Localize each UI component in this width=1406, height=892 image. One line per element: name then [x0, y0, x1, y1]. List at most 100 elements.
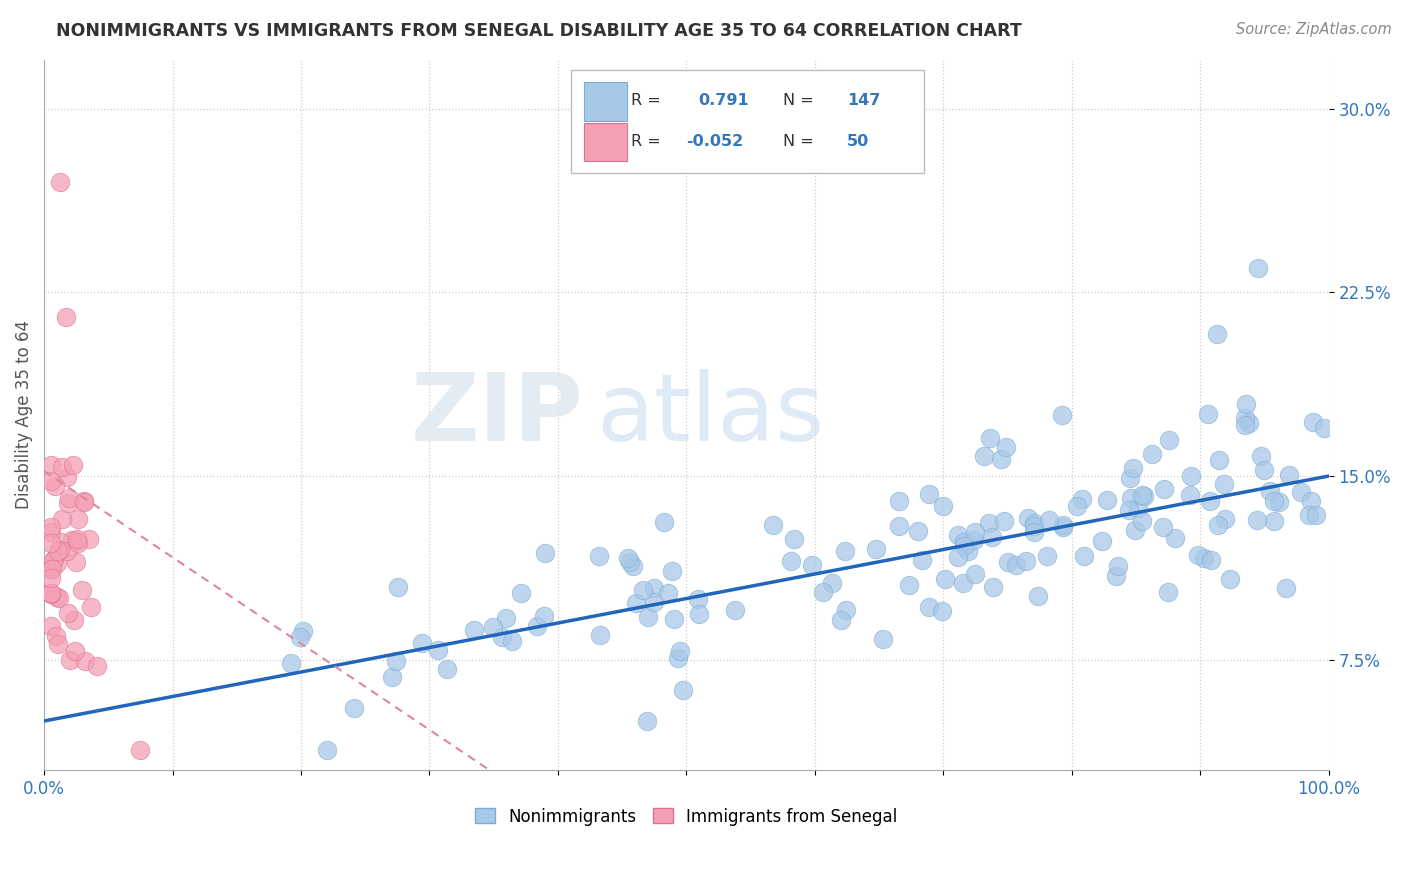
Point — [288, 630, 311, 644]
Point — [931, 499, 953, 513]
Point — [643, 581, 665, 595]
Point — [427, 642, 450, 657]
Point — [75, 654, 97, 668]
Point — [979, 516, 1001, 531]
Point — [534, 546, 557, 560]
Point — [1298, 508, 1320, 522]
Point — [981, 530, 1004, 544]
Text: R =: R = — [631, 93, 661, 108]
Point — [1133, 489, 1156, 503]
Point — [1022, 516, 1045, 530]
Point — [55, 310, 77, 324]
Point — [821, 576, 844, 591]
Point — [657, 586, 679, 600]
FancyBboxPatch shape — [583, 123, 627, 161]
Point — [1268, 495, 1291, 509]
Point — [436, 661, 458, 675]
Point — [70, 582, 93, 597]
Point — [993, 514, 1015, 528]
Point — [65, 555, 87, 569]
Point — [1253, 463, 1275, 477]
Point — [918, 487, 941, 501]
Point — [1015, 553, 1038, 567]
Point — [1017, 510, 1039, 524]
Point — [897, 578, 920, 592]
Point — [381, 670, 404, 684]
Point — [1119, 471, 1142, 485]
Point — [1105, 569, 1128, 583]
Point — [1052, 409, 1074, 423]
Point — [1278, 467, 1301, 482]
Point — [865, 541, 887, 556]
Point — [41, 562, 63, 576]
Point — [495, 611, 517, 625]
Point — [910, 552, 932, 566]
Text: 50: 50 — [846, 134, 869, 149]
Text: atlas: atlas — [596, 368, 825, 461]
Point — [48, 591, 70, 606]
Point — [1130, 514, 1153, 528]
Point — [672, 683, 695, 698]
Point — [637, 609, 659, 624]
Point — [979, 431, 1001, 445]
Point — [65, 534, 87, 549]
Point — [280, 656, 302, 670]
Point — [973, 450, 995, 464]
Point — [385, 654, 408, 668]
Point — [953, 535, 976, 549]
Point — [1187, 548, 1209, 562]
Point — [1199, 493, 1222, 508]
Point — [811, 585, 834, 599]
Point — [60, 533, 83, 547]
Point — [965, 524, 987, 539]
Point — [643, 595, 665, 609]
Point — [956, 543, 979, 558]
Point — [1180, 468, 1202, 483]
FancyBboxPatch shape — [583, 82, 627, 120]
Point — [39, 586, 62, 600]
Point — [1263, 494, 1285, 508]
Point — [533, 608, 555, 623]
Point — [1091, 534, 1114, 549]
Point — [44, 479, 66, 493]
Point — [56, 544, 79, 558]
Point — [1302, 415, 1324, 429]
Text: ZIP: ZIP — [411, 368, 583, 461]
Point — [1199, 553, 1222, 567]
Point — [661, 564, 683, 578]
Point — [59, 653, 82, 667]
Text: -0.052: -0.052 — [686, 134, 744, 149]
Text: N =: N = — [783, 134, 814, 149]
Point — [1024, 518, 1046, 533]
Point — [624, 596, 647, 610]
Point — [1140, 447, 1163, 461]
Point — [39, 587, 62, 601]
Point — [1071, 491, 1094, 506]
Point — [39, 571, 62, 585]
Point — [619, 555, 641, 569]
Point — [1299, 493, 1322, 508]
Point — [66, 533, 89, 547]
Point — [411, 636, 433, 650]
Point — [73, 493, 96, 508]
Point — [42, 554, 65, 568]
Text: 147: 147 — [846, 93, 880, 108]
Point — [58, 491, 80, 505]
Point — [934, 572, 956, 586]
Point — [724, 603, 747, 617]
Point — [1123, 524, 1146, 538]
Point — [510, 586, 533, 600]
Point — [491, 630, 513, 644]
Text: R =: R = — [631, 134, 661, 149]
Point — [1163, 531, 1185, 545]
Point — [63, 644, 86, 658]
Point — [1212, 477, 1234, 491]
Text: Source: ZipAtlas.com: Source: ZipAtlas.com — [1236, 22, 1392, 37]
Point — [463, 623, 485, 637]
Point — [1313, 421, 1336, 435]
Point — [51, 512, 73, 526]
Point — [1026, 590, 1049, 604]
Point — [1234, 397, 1257, 411]
Text: N =: N = — [783, 93, 814, 108]
Point — [1192, 550, 1215, 565]
